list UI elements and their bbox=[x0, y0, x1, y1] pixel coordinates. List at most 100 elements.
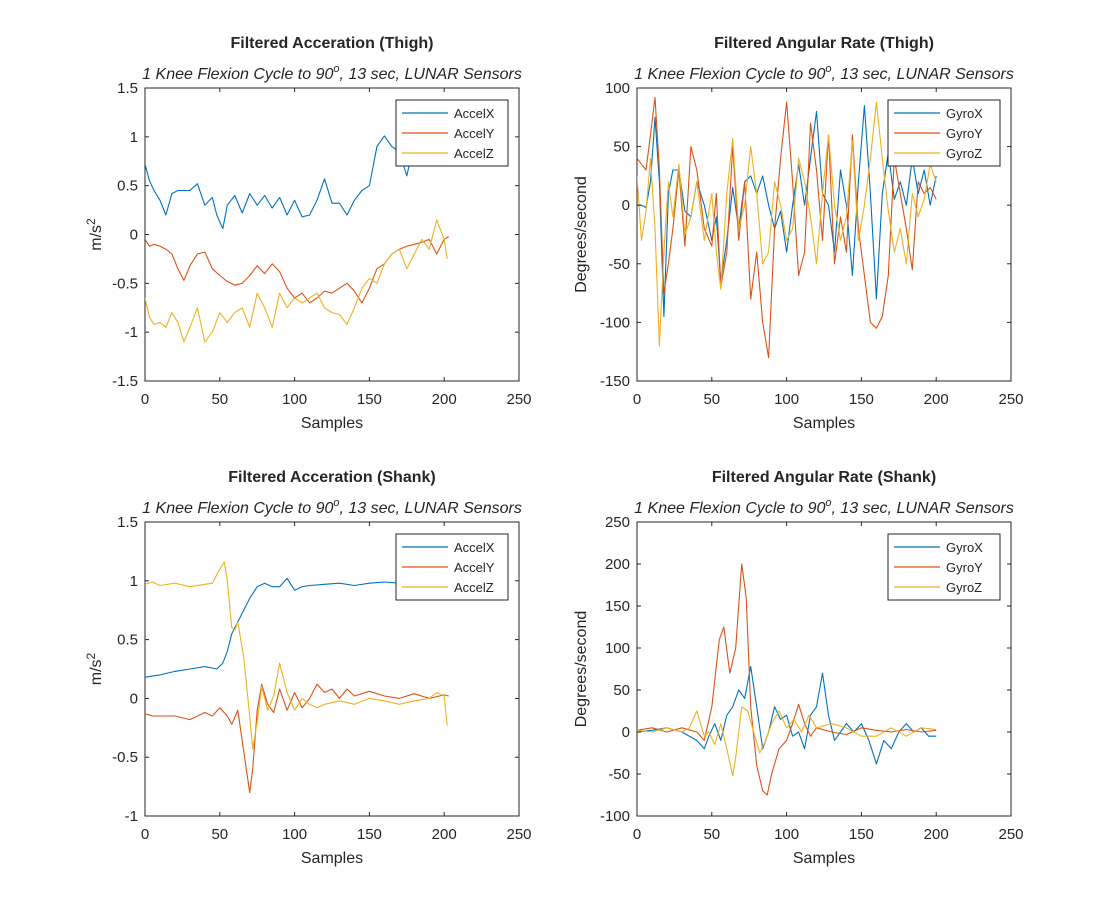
legend: GyroX GyroY GyroZ bbox=[887, 99, 1001, 167]
x-axis-label: Samples bbox=[301, 850, 363, 867]
x-tick-label: 100 bbox=[282, 391, 307, 408]
x-tick-label: 50 bbox=[211, 826, 228, 843]
legend-label: AccelY bbox=[454, 560, 495, 575]
x-axis-label: Samples bbox=[301, 415, 363, 432]
subtitle-text: , 13 sec, LUNAR Sensors bbox=[832, 500, 1014, 517]
legend-label: GyroZ bbox=[946, 580, 982, 595]
y-tick-label: -100 bbox=[600, 808, 630, 825]
series-group bbox=[637, 96, 937, 359]
y-tick-label: -100 bbox=[600, 314, 630, 331]
x-tick-label: 50 bbox=[211, 391, 228, 408]
x-axis-label: Samples bbox=[793, 415, 855, 432]
series-line-gyroz bbox=[637, 101, 937, 347]
series-group bbox=[145, 561, 449, 794]
x-tick-label: 250 bbox=[998, 826, 1023, 843]
series-line-gyroy bbox=[637, 563, 937, 796]
y-axis-label: Degrees/second bbox=[573, 176, 590, 293]
chart-title: Filtered Angular Rate (Shank) bbox=[712, 469, 936, 486]
subtitle-text: , 13 sec, LUNAR Sensors bbox=[832, 66, 1014, 83]
x-tick-label: 0 bbox=[141, 391, 149, 408]
x-tick-label: 0 bbox=[633, 826, 641, 843]
series-line-gyroz bbox=[637, 706, 937, 777]
y-tick-label: 50 bbox=[613, 682, 630, 699]
y-tick-label: 0.5 bbox=[117, 178, 138, 195]
legend-box bbox=[395, 99, 509, 167]
subtitle-text: 1 Knee Flexion Cycle to 90 bbox=[142, 500, 333, 517]
x-tick-label: 250 bbox=[506, 391, 531, 408]
chart-subtitle: 1 Knee Flexion Cycle to 90o, 13 sec, LUN… bbox=[634, 63, 1014, 83]
x-tick-label: 150 bbox=[849, 826, 874, 843]
legend-label: AccelX bbox=[454, 540, 495, 555]
x-tick-label: 250 bbox=[998, 391, 1023, 408]
legend-label: GyroY bbox=[946, 560, 983, 575]
chart-panel: Filtered Angular Rate (Thigh) 1 Knee Flex… bbox=[573, 35, 1024, 432]
x-tick-label: 0 bbox=[633, 391, 641, 408]
legend-label: GyroY bbox=[946, 126, 983, 141]
x-axis-label: Samples bbox=[793, 850, 855, 867]
subtitle-superscript: o bbox=[333, 63, 339, 75]
subtitle-text: , 13 sec, LUNAR Sensors bbox=[340, 500, 522, 517]
x-tick-label: 200 bbox=[432, 826, 457, 843]
y-tick-label: 100 bbox=[605, 640, 630, 657]
y-axis-label-text: Degrees/second bbox=[573, 176, 590, 293]
x-tick-label: 150 bbox=[849, 391, 874, 408]
x-tick-label: 200 bbox=[924, 826, 949, 843]
y-axis-label-text: Degrees/second bbox=[573, 611, 590, 728]
legend-label: AccelY bbox=[454, 126, 495, 141]
y-tick-label: 1 bbox=[130, 129, 138, 146]
legend: AccelX AccelY AccelZ bbox=[395, 99, 509, 167]
x-tick-label: 100 bbox=[774, 391, 799, 408]
subtitle-superscript: o bbox=[825, 497, 831, 509]
chart-subtitle: 1 Knee Flexion Cycle to 90o, 13 sec, LUN… bbox=[142, 497, 522, 517]
legend: AccelX AccelY AccelZ bbox=[395, 533, 509, 601]
x-tick-label: 200 bbox=[924, 391, 949, 408]
y-axis-label-superscript: 2 bbox=[84, 218, 98, 225]
y-axis-label: m/s2 bbox=[84, 218, 105, 251]
legend-label: AccelZ bbox=[454, 580, 494, 595]
y-tick-label: 0 bbox=[622, 724, 630, 741]
y-tick-label: -1.5 bbox=[112, 373, 138, 390]
subtitle-superscript: o bbox=[333, 497, 339, 509]
chart-panel: Filtered Acceration (Shank) 1 Knee Flexio… bbox=[84, 469, 532, 867]
chart-subtitle: 1 Knee Flexion Cycle to 90o, 13 sec, LUN… bbox=[142, 63, 522, 83]
y-tick-label: -0.5 bbox=[112, 749, 138, 766]
y-tick-label: -1 bbox=[125, 808, 138, 825]
y-tick-label: 0 bbox=[130, 690, 138, 707]
y-axis-label-superscript: 2 bbox=[84, 652, 98, 659]
x-tick-label: 150 bbox=[357, 391, 382, 408]
series-line-gyroy bbox=[637, 96, 937, 359]
series-line-accelz bbox=[145, 561, 448, 750]
series-line-accely bbox=[145, 683, 449, 794]
x-tick-label: 150 bbox=[357, 826, 382, 843]
chart-title: Filtered Acceration (Thigh) bbox=[231, 35, 434, 52]
y-axis-label: m/s2 bbox=[84, 652, 105, 685]
y-tick-label: 100 bbox=[605, 80, 630, 97]
series-line-gyrox bbox=[637, 665, 937, 765]
y-tick-label: 1 bbox=[130, 573, 138, 590]
y-tick-label: 250 bbox=[605, 514, 630, 531]
legend-label: GyroX bbox=[946, 106, 983, 121]
subtitle-text: 1 Knee Flexion Cycle to 90 bbox=[634, 500, 825, 517]
y-tick-label: 1.5 bbox=[117, 514, 138, 531]
y-tick-label: 50 bbox=[613, 139, 630, 156]
x-tick-label: 0 bbox=[141, 826, 149, 843]
subtitle-text: 1 Knee Flexion Cycle to 90 bbox=[142, 66, 333, 83]
x-tick-label: 200 bbox=[432, 391, 457, 408]
legend: GyroX GyroY GyroZ bbox=[887, 533, 1001, 601]
y-tick-label: 200 bbox=[605, 556, 630, 573]
chart-subtitle: 1 Knee Flexion Cycle to 90o, 13 sec, LUN… bbox=[634, 497, 1014, 517]
subtitle-text: 1 Knee Flexion Cycle to 90 bbox=[634, 66, 825, 83]
legend-label: GyroZ bbox=[946, 146, 982, 161]
x-tick-label: 250 bbox=[506, 826, 531, 843]
series-line-accelz bbox=[145, 219, 448, 343]
y-tick-label: 0 bbox=[130, 227, 138, 244]
y-tick-label: -150 bbox=[600, 373, 630, 390]
y-axis-label-text: m/s bbox=[88, 659, 105, 685]
series-line-accelx bbox=[145, 577, 445, 678]
series-group bbox=[145, 135, 449, 343]
x-tick-label: 100 bbox=[282, 826, 307, 843]
x-tick-label: 100 bbox=[774, 826, 799, 843]
y-tick-label: -0.5 bbox=[112, 275, 138, 292]
series-line-accelx bbox=[145, 135, 445, 230]
